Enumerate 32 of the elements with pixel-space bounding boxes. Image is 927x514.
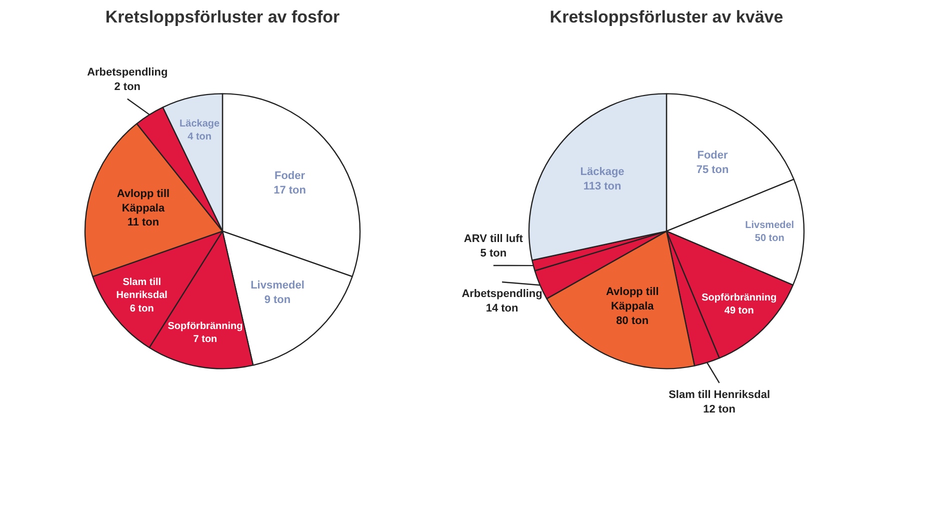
slice-label: Sopförbränning <box>702 292 777 304</box>
data-label: 2 ton <box>114 80 141 93</box>
slice-label: Arbetspendling <box>462 288 542 300</box>
data-label: 6 ton <box>130 303 154 314</box>
slice-label: Avlopp till Käppala <box>606 286 659 312</box>
data-label: 14 ton <box>486 302 519 315</box>
slice-label: Arbetspendling <box>87 66 168 78</box>
slice-label: Livsmedel <box>745 220 794 231</box>
slice-label: Läckage <box>180 118 220 130</box>
data-label: 17 ton <box>274 184 306 197</box>
slice-label: ARV till luft <box>464 233 524 246</box>
data-label: 7 ton <box>193 334 218 346</box>
data-label: 113 ton <box>583 180 622 192</box>
data-label: 49 ton <box>724 306 754 317</box>
data-label: 5 ton <box>480 247 507 260</box>
data-label: 9 ton <box>264 294 291 306</box>
slice-label: Livsmedel <box>250 280 304 292</box>
slice-label: Foder <box>697 149 729 162</box>
slice-label: Slam till Henriksdal <box>668 388 770 401</box>
slice-label: Slam till Henriksdal <box>116 276 168 302</box>
data-label: 4 ton <box>188 132 212 143</box>
data-label: 80 ton <box>616 314 649 327</box>
data-label: 75 ton <box>696 164 730 176</box>
data-label: 12 ton <box>703 403 736 416</box>
data-label: 11 ton <box>127 216 160 229</box>
slice-label: Foder <box>274 170 306 182</box>
slice-label: Läckage <box>580 166 624 178</box>
chart-title: Kretsloppsförluster av kväve <box>550 8 784 26</box>
slice-label: Avlopp till Käppala <box>116 188 170 214</box>
data-label: 50 ton <box>754 233 784 244</box>
slice-label: Sopförbränning <box>168 320 243 332</box>
chart-title: Kretsloppsförluster av fosfor <box>105 8 340 26</box>
